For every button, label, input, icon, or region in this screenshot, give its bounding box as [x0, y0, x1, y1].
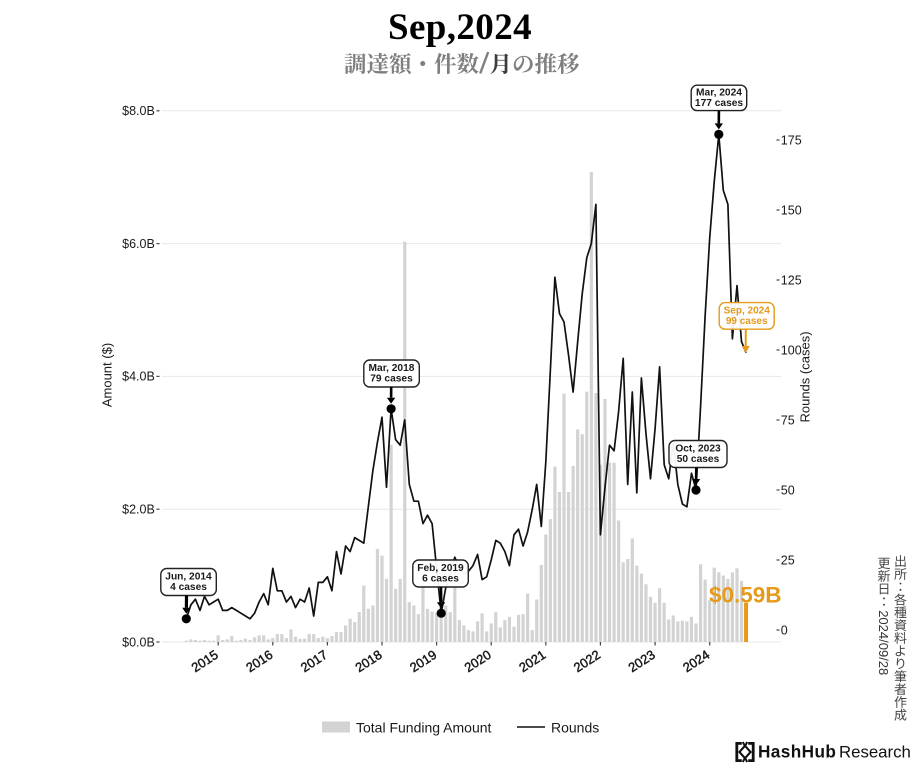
svg-text:175: 175: [781, 133, 802, 147]
svg-text:Rounds: Rounds: [551, 720, 599, 736]
svg-text:$6.0B: $6.0B: [122, 237, 155, 251]
svg-text:177 cases: 177 cases: [695, 98, 743, 109]
svg-text:6 cases: 6 cases: [422, 573, 459, 584]
svg-text:50: 50: [781, 483, 795, 497]
svg-text:Mar, 2024: Mar, 2024: [696, 87, 742, 98]
svg-text:25: 25: [781, 553, 795, 567]
svg-text:Amount ($): Amount ($): [100, 343, 115, 407]
svg-text:Total Funding Amount: Total Funding Amount: [356, 720, 492, 736]
svg-text:HashHub: HashHub: [758, 742, 836, 762]
svg-text:100: 100: [781, 343, 802, 357]
svg-text:Feb, 2019: Feb, 2019: [417, 563, 464, 574]
svg-text:Jun, 2014: Jun, 2014: [165, 571, 212, 582]
svg-text:2024/09/28: 2024/09/28: [876, 610, 891, 675]
svg-text:150: 150: [781, 203, 802, 217]
svg-text:$0.0B: $0.0B: [122, 635, 155, 649]
svg-text:$8.0B: $8.0B: [122, 104, 155, 118]
svg-text:50 cases: 50 cases: [677, 454, 720, 465]
svg-text:125: 125: [781, 273, 802, 287]
svg-text:$4.0B: $4.0B: [122, 370, 155, 384]
svg-text:Mar, 2018: Mar, 2018: [369, 363, 415, 374]
svg-text:79 cases: 79 cases: [370, 373, 413, 384]
svg-text:Oct, 2023: Oct, 2023: [675, 443, 721, 454]
svg-text:Sep,2024: Sep,2024: [388, 7, 532, 48]
svg-text:99 cases: 99 cases: [726, 316, 768, 327]
svg-text:Sep, 2024: Sep, 2024: [724, 305, 771, 316]
svg-text:4 cases: 4 cases: [170, 582, 207, 593]
svg-text:Rounds (cases): Rounds (cases): [798, 331, 813, 422]
svg-text:75: 75: [781, 413, 795, 427]
svg-text:$2.0B: $2.0B: [122, 503, 155, 517]
svg-text:$0.59B: $0.59B: [709, 583, 782, 608]
svg-text:0: 0: [781, 623, 788, 637]
svg-text:Research: Research: [839, 743, 911, 762]
